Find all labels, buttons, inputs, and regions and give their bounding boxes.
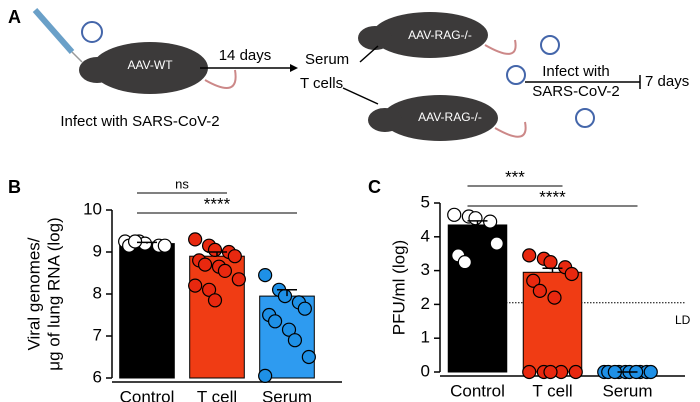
interval: 14 days [219,47,272,64]
note: Infect with SARS-CoV-2 [60,113,219,130]
panel-letter: C [368,177,381,197]
data-point [207,242,223,257]
data-point [201,282,217,297]
mouse [368,95,527,141]
data-point [157,238,172,253]
data-point [568,364,583,380]
data-point [281,322,297,337]
y-axis-label: PFU/ml (log) [389,240,408,335]
x-tick-label: Serum [262,387,312,402]
syringe [32,8,83,63]
mouse-label: AAV-WT [127,58,173,72]
y-axis-label: Viral genomes/ [24,237,43,350]
data-point [227,249,242,264]
data-point [217,263,233,278]
data-point [258,268,273,283]
y-tick-label: 1 [421,328,430,347]
arrowhead [290,64,298,72]
mouse [79,42,237,94]
x-tick-label: Control [120,387,175,402]
data-point [532,283,547,298]
y-tick-label: 6 [93,367,102,386]
y-tick-label: 3 [421,260,430,279]
y-tick-label: 9 [93,241,102,260]
y-tick-label: 5 [421,192,430,211]
data-point [447,207,462,222]
x-tick-label: Serum [602,381,652,400]
significance-label: **** [539,187,566,206]
panel-letter: A [8,7,21,27]
data-point [287,333,303,348]
y-tick-label: 4 [421,226,430,245]
challenge: Infect with [542,63,610,80]
mouse-label: AAV-RAG-/- [408,28,472,42]
panel-letter: B [8,177,21,197]
data-point [188,232,203,247]
data-point [643,364,658,380]
data-point [547,290,562,305]
y-tick-label: 8 [93,283,102,302]
transfer: Serum [305,51,349,68]
data-point [522,248,537,263]
data-point [468,211,483,226]
significance-label: **** [204,194,231,213]
arrow [359,45,379,63]
data-point [301,349,316,365]
data-point [197,257,213,272]
data-point [258,368,273,383]
data-point [564,266,579,282]
virus [81,21,595,128]
x-tick-label: T cell [532,381,572,400]
bar [119,243,175,379]
data-point [457,255,472,270]
data-point [188,278,203,293]
mouse [358,12,517,58]
mouse-label: AAV-RAG-/- [418,110,482,124]
y-tick-label: 0 [421,361,430,380]
significance-label: ns [175,176,189,191]
y-tick-label: 10 [83,199,102,218]
data-point [522,364,537,380]
challenge: SARS-CoV-2 [532,83,620,100]
data-point [543,364,558,380]
data-point [267,314,283,329]
data-point [127,234,143,249]
data-point [297,301,312,316]
data-point [526,273,541,288]
x-tick-label: Control [450,381,505,400]
data-point [543,255,558,270]
data-point [489,236,504,251]
reference-label: LD [675,313,691,327]
endpoint: 7 days [645,73,689,90]
data-point [277,289,293,304]
transfer: T cells [300,75,343,92]
data-point [231,272,246,287]
y-tick-label: 7 [93,325,102,344]
y-tick-label: 2 [421,294,430,313]
x-tick-label: T cell [197,387,237,402]
arrow [342,87,379,105]
data-point [207,293,223,308]
y-axis-label: μg of lung RNA (log) [44,217,63,370]
significance-label: *** [505,167,525,186]
